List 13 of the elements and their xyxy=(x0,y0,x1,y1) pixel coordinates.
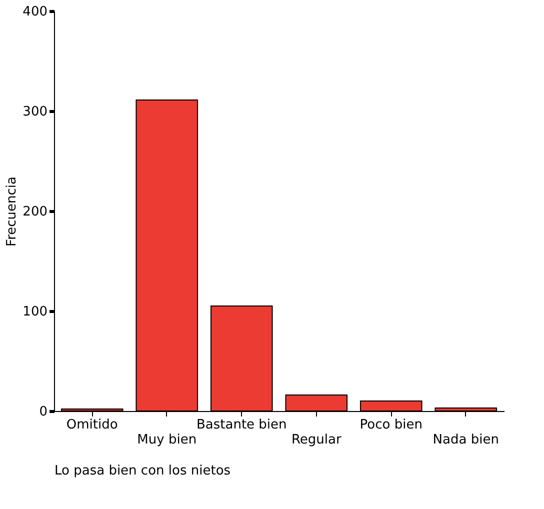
y-tick-label: 300 xyxy=(22,104,48,120)
x-tick-label: Poco bien xyxy=(360,418,422,432)
y-tick-label: 200 xyxy=(22,204,48,220)
x-tick-label: Regular xyxy=(291,432,342,448)
x-axis-title: Lo pasa bien con los nietos xyxy=(54,464,231,478)
y-tick-label: 400 xyxy=(22,4,48,20)
y-tick-label: 100 xyxy=(22,304,48,320)
y-tick-label: 0 xyxy=(39,404,48,420)
x-tick-label: Omitido xyxy=(66,418,118,432)
x-tick-label: Nada bien xyxy=(432,432,499,448)
x-tick-label: Muy bien xyxy=(137,432,197,448)
y-axis-title: Frecuencia xyxy=(4,176,20,246)
x-tick-label: Bastante bien xyxy=(196,418,287,432)
